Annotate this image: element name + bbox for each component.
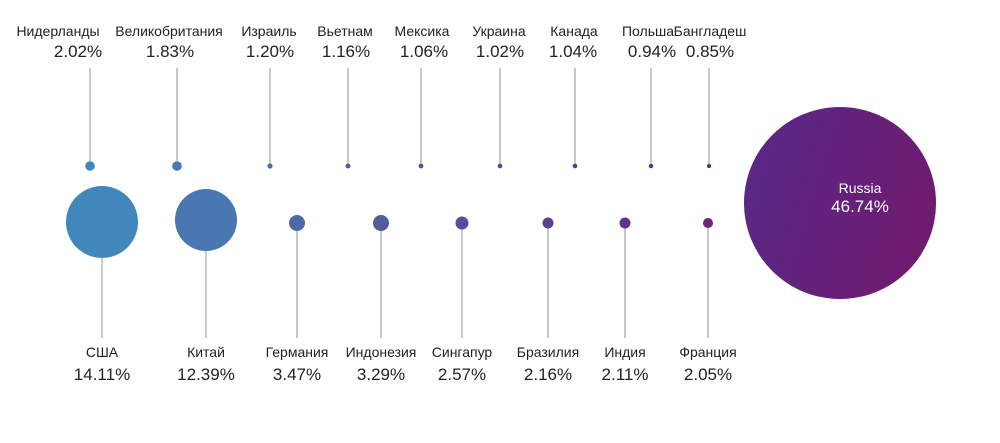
bubble-5 bbox=[497, 163, 503, 169]
bubble-3 bbox=[345, 163, 351, 169]
country-label: Израиль bbox=[241, 23, 296, 39]
bubble-7 bbox=[648, 163, 654, 169]
bubble-Индия bbox=[619, 217, 631, 229]
country-label: Индия bbox=[604, 344, 645, 360]
value-label: 1.02% bbox=[476, 42, 524, 61]
country-label: Германия bbox=[266, 344, 329, 360]
country-label: Индонезия bbox=[346, 344, 417, 360]
bubble-Индонезия bbox=[373, 215, 389, 231]
value-label: 14.11% bbox=[74, 365, 130, 384]
country-label: Бразилия bbox=[517, 344, 579, 360]
country-label: Нидерланды bbox=[16, 23, 99, 39]
value-label: 46.74% bbox=[831, 197, 889, 216]
bubble-Сингапур bbox=[455, 216, 469, 230]
value-label: 2.02% bbox=[54, 42, 102, 61]
country-label: Китай bbox=[187, 344, 225, 360]
country-label: Мексика bbox=[395, 23, 450, 39]
value-label: 2.57% bbox=[438, 365, 486, 384]
country-label: Франция bbox=[679, 344, 736, 360]
country-label: Польша bbox=[622, 23, 674, 39]
country-label: США bbox=[86, 344, 119, 360]
value-label: 2.11% bbox=[602, 365, 649, 384]
country-label: Russia bbox=[839, 180, 882, 196]
bubble-Германия bbox=[289, 215, 305, 231]
value-label: 3.29% bbox=[357, 365, 405, 384]
bubble-Китай bbox=[175, 189, 237, 251]
country-label: Бангладеш bbox=[674, 23, 747, 39]
value-label: 1.06% bbox=[400, 42, 448, 61]
bubble-1 bbox=[172, 161, 182, 171]
value-label: 1.83% bbox=[146, 42, 194, 61]
bubble-Бразилия bbox=[542, 217, 554, 229]
value-label: 0.85% bbox=[686, 42, 734, 61]
value-label: 0.94% bbox=[628, 42, 676, 61]
value-label: 1.04% bbox=[549, 42, 597, 61]
country-label: Канада bbox=[550, 23, 598, 39]
bubble-США bbox=[66, 186, 138, 258]
value-label: 1.16% bbox=[322, 42, 370, 61]
bubble-8 bbox=[706, 163, 712, 169]
bubble-0 bbox=[85, 161, 95, 171]
bubble-russia bbox=[744, 107, 936, 299]
value-label: 12.39% bbox=[177, 365, 235, 384]
country-label: Украина bbox=[472, 23, 526, 39]
value-label: 2.16% bbox=[524, 365, 572, 384]
value-label: 3.47% bbox=[273, 365, 321, 384]
value-label: 1.20% bbox=[246, 42, 294, 61]
country-label: Великобритания bbox=[115, 23, 223, 39]
country-label: Вьетнам bbox=[317, 23, 373, 39]
bubble-Франция bbox=[703, 218, 713, 228]
bubble-4 bbox=[418, 163, 424, 169]
bubble-6 bbox=[572, 163, 578, 169]
country-label: Сингапур bbox=[432, 344, 493, 360]
value-label: 2.05% bbox=[684, 365, 732, 384]
bubble-2 bbox=[267, 163, 273, 169]
